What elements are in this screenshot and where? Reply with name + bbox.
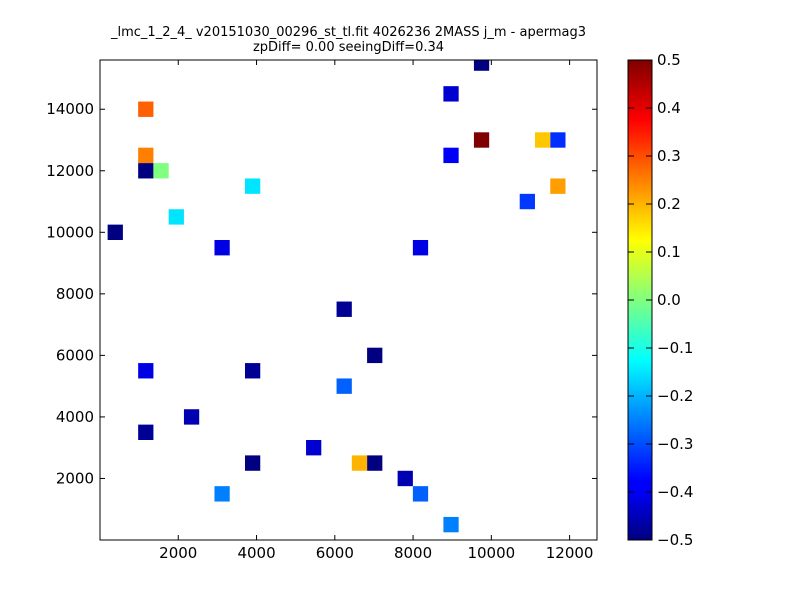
- x-tick-label: 10000: [467, 544, 515, 562]
- x-tick-label: 12000: [546, 544, 594, 562]
- colorbar-tick-label: 0.3: [657, 147, 681, 165]
- colorbar-tick-label: −0.2: [657, 387, 693, 405]
- heatmap-cell: [214, 240, 230, 256]
- colorbar-tick-label: −0.1: [657, 339, 693, 357]
- heatmap-cell: [306, 440, 322, 456]
- heatmap-cell: [443, 147, 459, 164]
- heatmap-cell: [107, 224, 123, 240]
- plot-frame: [99, 59, 598, 541]
- heatmap-cell: [183, 409, 200, 425]
- x-tick-label: 8000: [394, 544, 432, 562]
- colorbar-tick-label: −0.5: [657, 531, 693, 549]
- y-tick-label: 14000: [46, 100, 94, 118]
- heatmap-cell: [336, 301, 352, 317]
- y-tick-label: 12000: [46, 162, 94, 180]
- y-tick-label: 2000: [56, 469, 94, 487]
- heatmap-cell: [351, 455, 368, 471]
- x-tick-label: 2000: [159, 544, 197, 562]
- x-axis: 2000 4000 6000 8000 10000 12000: [159, 60, 593, 562]
- colorbar-tick-label: 0.2: [657, 195, 681, 213]
- heatmap-cell: [138, 147, 154, 164]
- heatmap-cell: [443, 86, 459, 102]
- y-axis: 2000 4000 6000 8000 10000 12000 14000: [46, 100, 597, 487]
- y-tick-label: 4000: [56, 408, 94, 426]
- colorbar-tick-label: 0.1: [657, 243, 681, 261]
- heatmap-cell: [138, 101, 154, 117]
- colorbar-tick-label: 0.4: [657, 99, 681, 117]
- heatmap-cell: [397, 470, 413, 487]
- heatmap-cell: [443, 516, 459, 533]
- colorbar-tick-label: −0.3: [657, 435, 693, 453]
- colorbar-tick-label: 0.5: [657, 51, 681, 69]
- colorbar-tick-label: 0.0: [657, 291, 681, 309]
- x-tick-label: 4000: [237, 544, 275, 562]
- heatmap-cell: [153, 163, 169, 179]
- heatmap-cell: [138, 424, 154, 440]
- colorbar-tick-label: −0.4: [657, 483, 693, 501]
- heatmap-cell: [214, 486, 230, 502]
- heatmap-cell: [244, 455, 261, 471]
- heatmap-cell: [138, 363, 154, 379]
- heatmap-cell: [244, 363, 261, 379]
- chart-subtitle: zpDiff= 0.00 seeingDiff=0.34: [252, 40, 445, 55]
- heatmap-cell: [412, 240, 429, 256]
- y-tick-label: 10000: [46, 223, 94, 241]
- heatmap-cell: [519, 193, 535, 210]
- heatmap-cell: [473, 132, 490, 148]
- heatmap-cell: [550, 132, 566, 148]
- chart-title: _lmc_1_2_4_ v20151030_00296_st_tl.fit 40…: [111, 25, 586, 40]
- heatmap-cell: [244, 178, 261, 194]
- heatmap-cell: [367, 347, 383, 364]
- y-tick-label: 6000: [56, 346, 94, 364]
- x-tick-label: 6000: [316, 544, 354, 562]
- heatmap-cell: [412, 486, 429, 502]
- heatmap-cell: [550, 178, 566, 194]
- heatmap-cell: [473, 60, 490, 71]
- heatmap-cell: [138, 163, 154, 179]
- heatmap-cell: [367, 455, 383, 471]
- heatmap-cells: [107, 60, 566, 533]
- heatmap-cell: [534, 132, 551, 148]
- colorbar-axis: 0.5 0.4 0.3 0.2 0.1 0.0 −0.1 −0.2 −0.3 −0.4 −0.5: [628, 51, 693, 549]
- y-tick-label: 8000: [56, 285, 94, 303]
- heatmap-cell: [336, 378, 352, 394]
- heatmap-cell: [168, 209, 184, 225]
